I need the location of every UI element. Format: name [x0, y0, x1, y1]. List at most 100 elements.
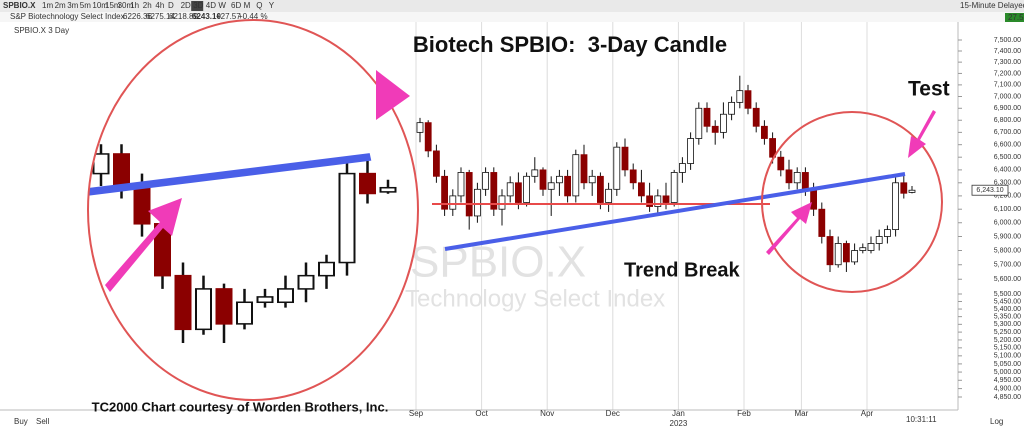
timeframe[interactable]: 5m: [80, 1, 91, 10]
candle-body: [490, 172, 498, 210]
candle-body: [638, 182, 645, 197]
candle-body: [133, 185, 151, 225]
timeframe[interactable]: 1m: [42, 1, 53, 10]
candle-body: [892, 182, 899, 230]
x-tick-label: Apr: [861, 409, 874, 418]
timeframe[interactable]: 3D: [193, 1, 203, 10]
candle-body: [908, 189, 916, 193]
candle-body: [318, 261, 336, 277]
y-tick-label: 7,100.00: [994, 82, 1021, 89]
timeframe[interactable]: 6D: [231, 1, 241, 10]
timeframe[interactable]: M: [244, 1, 251, 10]
y-tick-label: 6,000.00: [994, 220, 1021, 227]
y-tick-label: 6,900.00: [994, 105, 1021, 112]
y-tick-label: 6,700.00: [994, 129, 1021, 136]
candle-body: [441, 175, 449, 210]
timeframe[interactable]: 10m: [92, 1, 108, 10]
candle-body: [769, 138, 776, 158]
info-bar: [0, 12, 1024, 22]
candle-body: [875, 236, 883, 244]
change-badge-text: 27.57: [1008, 13, 1024, 22]
candle-body: [605, 188, 612, 203]
y-tick-label: 6,200.00: [994, 193, 1021, 200]
candle-body: [679, 163, 686, 173]
candle-body: [416, 122, 424, 133]
y-tick-label: 7,500.00: [994, 37, 1021, 44]
candle-body: [670, 172, 678, 203]
y-tick-label: 6,500.00: [994, 154, 1021, 161]
candle-body: [654, 195, 662, 207]
y-tick-label: 5,250.00: [994, 329, 1021, 336]
timeframe[interactable]: 15m: [105, 1, 121, 10]
y-tick-label: 5,100.00: [994, 353, 1021, 360]
arrow: [766, 202, 812, 255]
candle-body: [547, 182, 555, 190]
buy-button[interactable]: Buy: [14, 417, 28, 426]
timeframe[interactable]: 4D: [206, 1, 216, 10]
magnified-trend-line: [88, 153, 372, 304]
toolbar: [0, 0, 1024, 12]
y-tick-label: 7,300.00: [994, 59, 1021, 66]
watermark-symbol: SPBIO.X: [410, 238, 586, 287]
candle-body: [256, 296, 274, 304]
candle-body: [843, 243, 850, 263]
y-axis: 7,500.00 7,400.00 7,300.00 7,200.00 7,100.00…: [958, 37, 1021, 401]
y-tick-label: 5,000.00: [994, 369, 1021, 376]
index-name: S&P Biotechnology Select Index: [10, 12, 125, 21]
change-badge: [1005, 13, 1024, 22]
timeframe[interactable]: 30m: [118, 1, 134, 10]
candle-body: [174, 274, 192, 331]
candle-body: [884, 229, 891, 237]
timeframe[interactable]: 2h: [143, 1, 152, 10]
candle-body: [523, 175, 530, 203]
y-tick-label: 6,400.00: [994, 167, 1021, 174]
candle-body: [235, 301, 253, 325]
timeframe[interactable]: 4h: [155, 1, 164, 10]
timeframe[interactable]: 2D: [181, 1, 191, 10]
symbol[interactable]: SPBIO.X: [3, 1, 36, 10]
y-tick-label: 5,450.00: [994, 298, 1021, 305]
candle-body: [736, 90, 744, 103]
x-tick-label: Dec: [606, 409, 620, 418]
y-tick-label: 7,200.00: [994, 70, 1021, 77]
candle-body: [867, 243, 875, 251]
timeframe[interactable]: Q: [256, 1, 262, 10]
candle-body: [473, 188, 481, 217]
y-tick-label: 4,850.00: [994, 394, 1021, 401]
candle-body: [572, 154, 580, 197]
timeframe[interactable]: D: [168, 1, 174, 10]
timeframe[interactable]: 2m: [55, 1, 66, 10]
candle-body: [818, 208, 826, 237]
quote-value: +0.44 %: [238, 12, 268, 21]
candle-body: [785, 169, 793, 184]
timeframe[interactable]: Y: [269, 1, 275, 10]
candle-body: [482, 172, 490, 190]
candle-body: [621, 146, 629, 171]
delay-note: 15-Minute Delayed: [960, 1, 1024, 10]
candle-body: [498, 195, 506, 210]
candle-body: [703, 107, 711, 127]
timeframe[interactable]: 1h: [130, 1, 139, 10]
candle-body: [613, 146, 621, 190]
quote-value: 6243.10: [192, 12, 221, 21]
candle-body: [277, 288, 294, 304]
timeframe[interactable]: 3m: [67, 1, 78, 10]
candle-body: [539, 169, 547, 190]
y-tick-label: 5,400.00: [994, 306, 1021, 313]
sell-button[interactable]: Sell: [36, 417, 50, 426]
candle-body: [851, 250, 858, 263]
quote-value: +27.57: [216, 12, 241, 21]
candle-body: [834, 243, 842, 266]
arrow: [376, 70, 410, 120]
magnifier-rim: [87, 19, 419, 401]
magnifier-background: [88, 20, 418, 400]
candle-body: [531, 169, 539, 177]
y-tick-label: 6,600.00: [994, 142, 1021, 149]
candle-body: [465, 172, 473, 217]
y-tick-label: 5,200.00: [994, 337, 1021, 344]
y-tick-label: 5,050.00: [994, 361, 1021, 368]
timeframe[interactable]: W: [218, 1, 226, 10]
scale-toggle[interactable]: Log: [990, 417, 1003, 426]
candle-body: [338, 172, 356, 264]
